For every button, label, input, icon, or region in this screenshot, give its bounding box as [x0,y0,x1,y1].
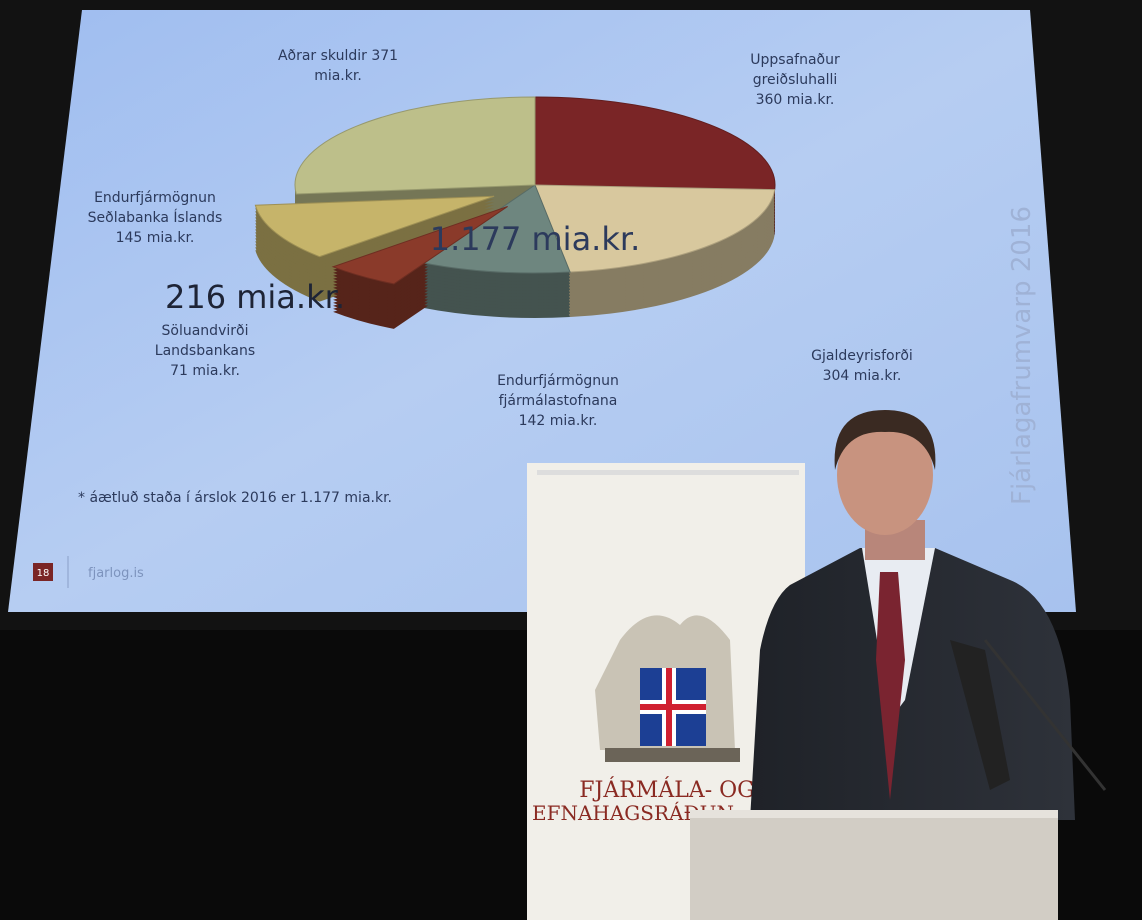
banner-top [537,470,799,475]
slice-label: mia.kr. [314,68,362,84]
slice-label: 145 mia.kr. [116,230,195,246]
page-number: 18 [37,568,50,579]
slice-label: 71 mia.kr. [170,363,240,379]
exploded-label: 216 mia.kr. [165,278,345,316]
slice-label: Söluandvirði [162,323,249,339]
slice-label: Endurfjármögnun [94,190,216,206]
slice-label: 360 mia.kr. [756,92,835,108]
scene: 1.177 mia.kr. 216 mia.kr. * áætluð staða… [0,0,1142,920]
slice-label: Endurfjármögnun [497,373,619,389]
page: 1.177 mia.kr. 216 mia.kr. * áætluð staða… [0,0,1142,920]
podium [690,810,1058,920]
podium-top [690,810,1058,818]
footnote: * áætluð staða í árslok 2016 er 1.177 mi… [78,490,392,506]
slice-label: Uppsafnaður [750,52,840,68]
slice-label: Gjaldeyrisforði [811,348,913,364]
slice-label: Aðrar skuldir 371 [278,48,398,64]
slice-label: 142 mia.kr. [519,413,598,429]
slice-label: Landsbankans [155,343,255,359]
site: fjarlog.is [88,566,144,581]
center-label: 1.177 mia.kr. [430,220,641,258]
side-title: Fjárlagafrumvarp 2016 [1007,206,1037,505]
slice-label: 304 mia.kr. [823,368,902,384]
slice-label: greiðsluhalli [753,72,838,88]
slice-label: fjármálastofnana [499,393,618,409]
slice-label: Seðlabanka Íslands [88,209,223,226]
banner-line-1: FJÁRMÁLA- OG [579,776,754,803]
